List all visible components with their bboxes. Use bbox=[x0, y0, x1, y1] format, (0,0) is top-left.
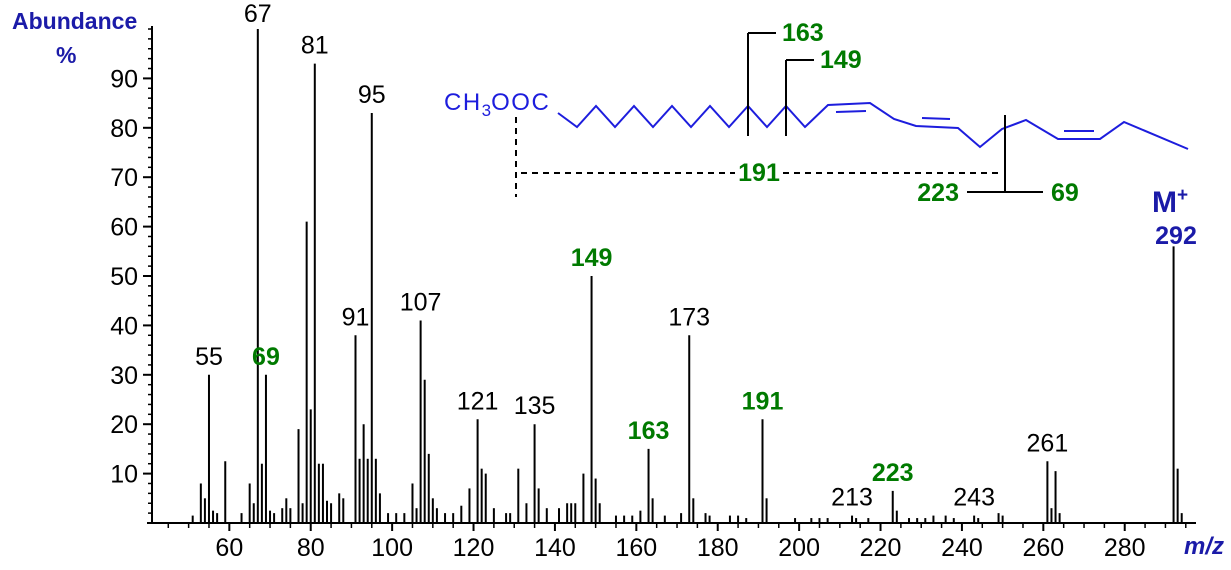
x-tick-label: 100 bbox=[371, 534, 413, 562]
peak-label-81: 81 bbox=[301, 32, 329, 60]
y-tick-label: 90 bbox=[110, 65, 138, 93]
fragment-label-149: 149 bbox=[820, 46, 862, 74]
x-tick-label: 160 bbox=[615, 534, 657, 562]
y-tick-label: 60 bbox=[110, 214, 138, 242]
fragment-label-163: 163 bbox=[782, 19, 824, 47]
x-tick-label: 140 bbox=[534, 534, 576, 562]
y-tick-label: 30 bbox=[110, 362, 138, 390]
peak-label-69: 69 bbox=[252, 343, 280, 371]
y-tick-label: 10 bbox=[110, 461, 138, 489]
x-tick-label: 60 bbox=[215, 534, 243, 562]
fragment-label-69: 69 bbox=[1051, 179, 1079, 207]
y-tick-label: 50 bbox=[110, 263, 138, 291]
x-tick-label: 180 bbox=[697, 534, 739, 562]
x-tick-label: 220 bbox=[860, 534, 902, 562]
peak-label-95: 95 bbox=[358, 81, 386, 109]
y-tick-label: 70 bbox=[110, 164, 138, 192]
x-tick-label: 280 bbox=[1104, 534, 1146, 562]
fragment-label-223: 223 bbox=[917, 179, 959, 207]
peak-label-173: 173 bbox=[668, 303, 710, 331]
axes: 60 80 100 120 140 160 180 200 220 240 260 280 10 20 30… bbox=[110, 26, 1196, 562]
x-tick-label: 240 bbox=[941, 534, 983, 562]
x-tick-label: 200 bbox=[778, 534, 820, 562]
y-tick-label: 40 bbox=[110, 312, 138, 340]
x-tick-label: 260 bbox=[1022, 534, 1064, 562]
peak-label-243: 243 bbox=[953, 484, 995, 512]
fragment-label-191: 191 bbox=[738, 159, 780, 187]
peak-label-91: 91 bbox=[342, 303, 370, 331]
double-bond-2 bbox=[921, 117, 951, 120]
fatty-acid-chain bbox=[557, 101, 1189, 150]
spectrum-peaks bbox=[191, 29, 1183, 523]
y-tick-label: 80 bbox=[110, 115, 138, 143]
double-bond-1 bbox=[835, 110, 867, 113]
peak-label-213: 213 bbox=[831, 484, 873, 512]
peak-label-121: 121 bbox=[457, 387, 499, 415]
peak-label-191: 191 bbox=[742, 387, 784, 415]
peak-label-223: 223 bbox=[872, 459, 914, 487]
peak-label-55: 55 bbox=[195, 343, 223, 371]
peak-label-67: 67 bbox=[244, 0, 272, 28]
peak-label-149: 149 bbox=[571, 244, 613, 272]
x-tick-label: 120 bbox=[453, 534, 495, 562]
peak-label-163: 163 bbox=[628, 417, 670, 445]
peak-label-107: 107 bbox=[400, 288, 442, 316]
peak-label-135: 135 bbox=[514, 392, 556, 420]
y-tick-label: 20 bbox=[110, 411, 138, 439]
x-tick-label: 80 bbox=[297, 534, 325, 562]
peak-label-261: 261 bbox=[1027, 429, 1069, 457]
